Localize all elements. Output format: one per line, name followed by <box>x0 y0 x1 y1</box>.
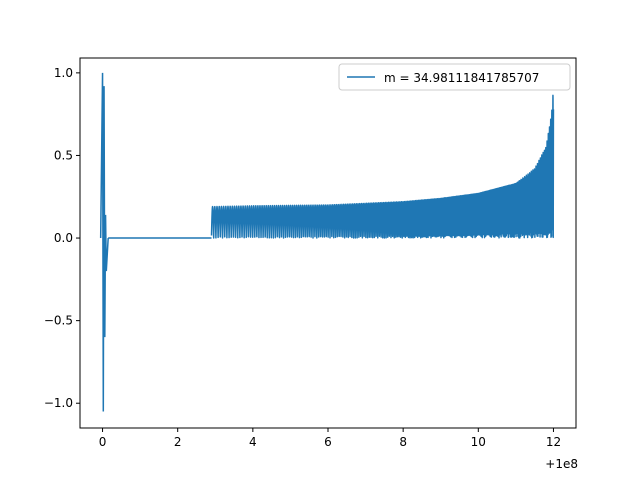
series-line-segment <box>99 72 109 412</box>
y-tick-label: −1.0 <box>44 396 73 410</box>
x-axis: 0 2 4 6 8 10 12 <box>99 428 561 449</box>
legend-box <box>338 63 571 91</box>
y-axis: 1.0 0.5 0.0 −0.5 −1.0 <box>44 66 80 410</box>
y-tick-label: 0.5 <box>54 148 73 162</box>
x-offset-label: +1e8 <box>545 457 578 471</box>
x-tick-label: 0 <box>99 435 107 449</box>
y-tick-label: 0.0 <box>54 231 73 245</box>
x-tick-label: 2 <box>174 435 182 449</box>
plot-frame <box>79 57 577 429</box>
x-tick-label: 12 <box>546 435 561 449</box>
legend: m = 34.98111841785707 <box>338 63 571 91</box>
x-tick-label: 8 <box>399 435 407 449</box>
series-layer <box>99 72 555 412</box>
x-tick-label: 4 <box>249 435 257 449</box>
y-tick-label: −0.5 <box>44 314 73 328</box>
x-tick-label: 10 <box>471 435 486 449</box>
x-tick-label: 6 <box>324 435 332 449</box>
series-chirp-oscillation <box>210 94 555 239</box>
legend-label: m = 34.98111841785707 <box>384 71 539 85</box>
y-tick-label: 1.0 <box>54 66 73 80</box>
